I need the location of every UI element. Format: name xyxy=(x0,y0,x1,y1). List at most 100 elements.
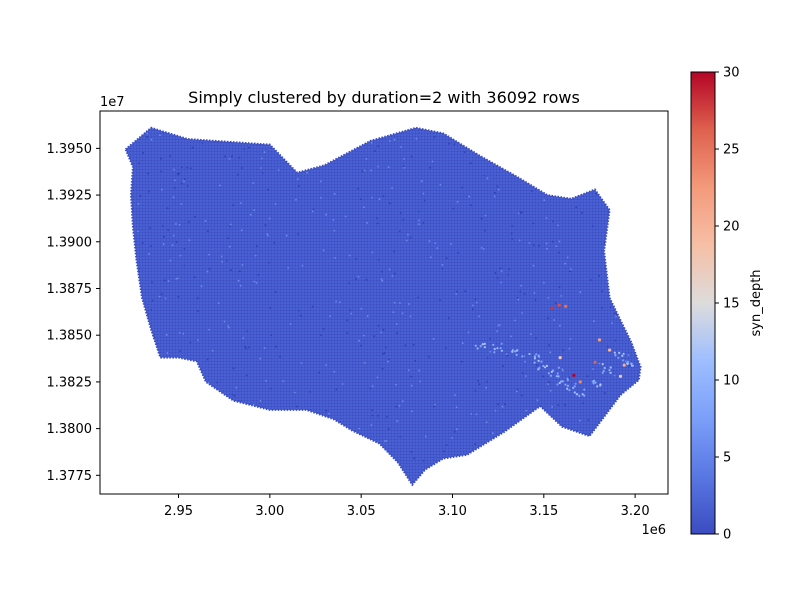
scatter-point xyxy=(325,364,328,366)
scatter-point xyxy=(110,240,112,242)
scatter-point xyxy=(613,351,616,354)
scatter-point xyxy=(609,371,612,374)
scatter-point xyxy=(263,437,265,440)
scatter-point xyxy=(296,405,298,408)
scatter-point xyxy=(128,251,131,254)
scatter-point xyxy=(186,366,188,369)
scatter-point xyxy=(534,419,537,422)
scatter-point xyxy=(433,136,436,139)
scatter-point xyxy=(481,133,484,135)
scatter-point xyxy=(528,242,531,244)
scatter-point xyxy=(428,240,431,243)
scatter-point xyxy=(479,139,482,142)
scatter-point xyxy=(101,271,103,273)
scatter-point xyxy=(517,212,520,215)
scatter-point xyxy=(545,364,549,367)
scatter-point xyxy=(325,409,328,412)
scatter-point xyxy=(500,281,502,284)
scatter-point xyxy=(528,146,531,149)
scatter-point xyxy=(510,232,513,235)
scatter-point xyxy=(388,489,390,491)
scatter-point xyxy=(543,199,546,202)
scatter-point xyxy=(623,177,626,180)
scatter-point xyxy=(486,357,489,359)
scatter-point xyxy=(244,347,247,350)
scatter-point xyxy=(201,433,204,436)
scatter-point xyxy=(603,366,606,370)
scatter-point xyxy=(107,448,109,450)
scatter-point xyxy=(469,162,472,165)
scatter-point xyxy=(371,409,374,411)
scatter-point xyxy=(363,206,365,209)
scatter-point xyxy=(324,445,327,447)
colorbar xyxy=(690,71,716,535)
colorbar-tick-label: 25 xyxy=(723,143,740,158)
scatter-point xyxy=(233,394,236,397)
scatter-point xyxy=(101,347,103,349)
scatter-point xyxy=(630,481,633,484)
scatter-point xyxy=(530,333,532,336)
scatter-point xyxy=(229,269,232,272)
scatter-point xyxy=(533,120,535,122)
scatter-point xyxy=(415,137,418,140)
scatter-point xyxy=(346,319,349,322)
scatter-point xyxy=(391,187,393,189)
scatter-point xyxy=(599,383,602,386)
scatter-point xyxy=(593,320,595,323)
scatter-point xyxy=(171,114,173,116)
scatter-point xyxy=(496,330,499,333)
scatter-point xyxy=(346,332,349,334)
scatter-point xyxy=(296,484,298,485)
scatter-point xyxy=(168,402,171,405)
scatter-point xyxy=(225,259,228,262)
scatter-point xyxy=(281,437,284,440)
scatter-point xyxy=(102,303,104,305)
scatter-point xyxy=(664,122,666,124)
scatter-point xyxy=(486,177,489,180)
scatter-point xyxy=(631,204,633,207)
scatter-point xyxy=(229,117,231,119)
scatter-point xyxy=(568,487,570,489)
scatter-point xyxy=(540,462,542,465)
scatter-point xyxy=(335,388,338,391)
scatter-point xyxy=(227,326,230,329)
scatter-point xyxy=(259,357,262,360)
scatter-point xyxy=(532,415,535,417)
scatter-point xyxy=(231,393,234,396)
scatter-point xyxy=(420,180,423,183)
scatter-point xyxy=(381,468,384,471)
scatter-point xyxy=(439,183,442,186)
scatter-point xyxy=(332,219,335,221)
scatter-point xyxy=(661,353,663,355)
scatter-point xyxy=(566,377,569,380)
scatter-point xyxy=(566,256,569,259)
scatter-point xyxy=(355,489,357,491)
scatter-point xyxy=(632,420,635,423)
y-tick-label: 1.3875 xyxy=(47,282,93,297)
scatter-point xyxy=(333,370,336,373)
scatter-point xyxy=(418,369,421,372)
y-axis: 1.3775 1.3800 1.3825 1.3850 1.3875 1.3900 1.39… xyxy=(47,142,100,484)
scatter-point xyxy=(601,306,603,309)
colorbar-tick-label: 5 xyxy=(723,451,731,466)
scatter-point xyxy=(180,386,183,389)
scatter-point xyxy=(289,459,291,461)
scatter-point xyxy=(142,152,145,154)
scatter-point xyxy=(480,217,483,220)
scatter-point xyxy=(652,323,654,325)
scatter-point xyxy=(650,241,652,243)
high-depth-point xyxy=(618,374,623,378)
scatter-point xyxy=(246,425,249,428)
scatter-point xyxy=(328,442,331,444)
scatter-point xyxy=(557,404,560,406)
y-tick-label: 1.3800 xyxy=(47,422,93,437)
scatter-point xyxy=(285,234,288,237)
scatter-point xyxy=(581,212,583,214)
scatter-point xyxy=(116,241,118,243)
scatter-point xyxy=(423,199,426,202)
scatter-point xyxy=(542,172,545,174)
scatter-point xyxy=(362,334,365,337)
scatter-point xyxy=(125,365,128,368)
scatter-point xyxy=(113,234,115,236)
scatter-point xyxy=(114,192,116,194)
